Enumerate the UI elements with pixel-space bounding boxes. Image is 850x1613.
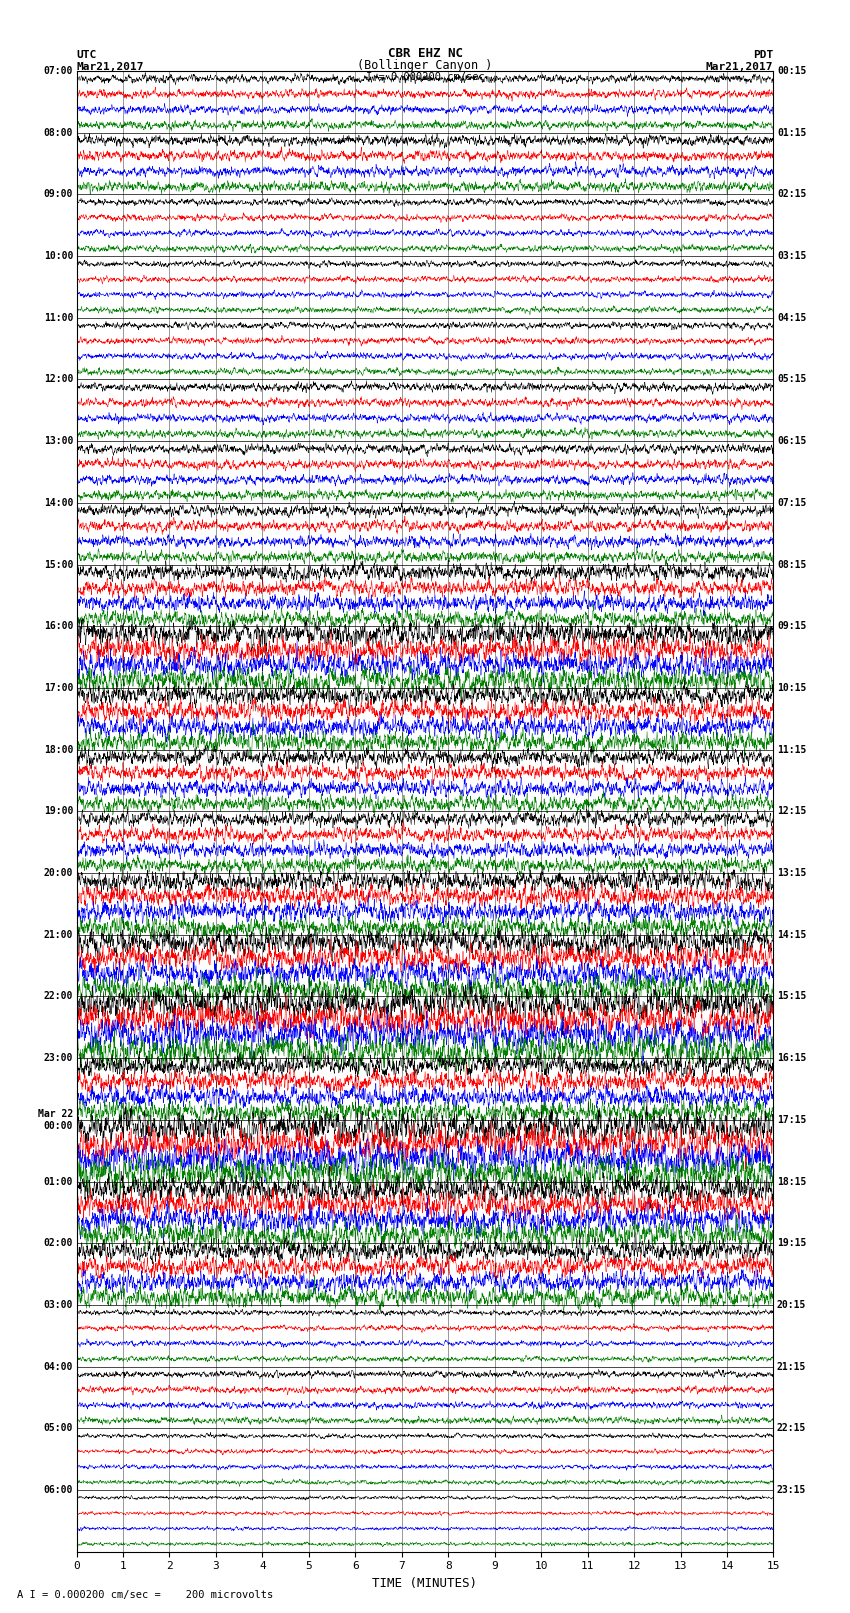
- Text: 18:15: 18:15: [777, 1176, 807, 1187]
- Text: 18:00: 18:00: [43, 745, 73, 755]
- Text: 23:15: 23:15: [777, 1486, 807, 1495]
- Text: 02:15: 02:15: [777, 189, 807, 200]
- Text: Mar21,2017: Mar21,2017: [76, 61, 144, 71]
- Text: 05:15: 05:15: [777, 374, 807, 384]
- Text: 01:15: 01:15: [777, 127, 807, 137]
- Text: (Bollinger Canyon ): (Bollinger Canyon ): [357, 58, 493, 71]
- Text: 11:15: 11:15: [777, 745, 807, 755]
- Text: 08:00: 08:00: [43, 127, 73, 137]
- Text: 04:15: 04:15: [777, 313, 807, 323]
- Text: 06:15: 06:15: [777, 436, 807, 447]
- Text: 14:00: 14:00: [43, 498, 73, 508]
- Text: 16:15: 16:15: [777, 1053, 807, 1063]
- Text: 20:00: 20:00: [43, 868, 73, 877]
- Text: 15:00: 15:00: [43, 560, 73, 569]
- Text: 06:00: 06:00: [43, 1486, 73, 1495]
- Text: 10:00: 10:00: [43, 252, 73, 261]
- Text: Mar21,2017: Mar21,2017: [706, 61, 774, 71]
- Text: 19:00: 19:00: [43, 806, 73, 816]
- Text: Mar 22
00:00: Mar 22 00:00: [37, 1110, 73, 1131]
- X-axis label: TIME (MINUTES): TIME (MINUTES): [372, 1578, 478, 1590]
- Text: 16:00: 16:00: [43, 621, 73, 631]
- Text: 13:15: 13:15: [777, 868, 807, 877]
- Text: 13:00: 13:00: [43, 436, 73, 447]
- Text: 08:15: 08:15: [777, 560, 807, 569]
- Text: 00:15: 00:15: [777, 66, 807, 76]
- Text: 09:00: 09:00: [43, 189, 73, 200]
- Text: 01:00: 01:00: [43, 1176, 73, 1187]
- Text: 21:00: 21:00: [43, 929, 73, 940]
- Text: 22:00: 22:00: [43, 992, 73, 1002]
- Text: A I = 0.000200 cm/sec =    200 microvolts: A I = 0.000200 cm/sec = 200 microvolts: [17, 1590, 273, 1600]
- Text: 09:15: 09:15: [777, 621, 807, 631]
- Text: 05:00: 05:00: [43, 1423, 73, 1434]
- Text: 02:00: 02:00: [43, 1239, 73, 1248]
- Text: 07:00: 07:00: [43, 66, 73, 76]
- Text: 23:00: 23:00: [43, 1053, 73, 1063]
- Text: 12:15: 12:15: [777, 806, 807, 816]
- Text: 04:00: 04:00: [43, 1361, 73, 1371]
- Text: I = 0.000200 cm/sec: I = 0.000200 cm/sec: [366, 73, 484, 82]
- Text: CBR EHZ NC: CBR EHZ NC: [388, 47, 462, 60]
- Text: 17:00: 17:00: [43, 682, 73, 694]
- Text: 17:15: 17:15: [777, 1115, 807, 1124]
- Text: 03:00: 03:00: [43, 1300, 73, 1310]
- Text: 20:15: 20:15: [777, 1300, 807, 1310]
- Text: 14:15: 14:15: [777, 929, 807, 940]
- Text: 21:15: 21:15: [777, 1361, 807, 1371]
- Text: 19:15: 19:15: [777, 1239, 807, 1248]
- Text: 10:15: 10:15: [777, 682, 807, 694]
- Text: 15:15: 15:15: [777, 992, 807, 1002]
- Text: 11:00: 11:00: [43, 313, 73, 323]
- Text: UTC: UTC: [76, 50, 97, 60]
- Text: 22:15: 22:15: [777, 1423, 807, 1434]
- Text: 07:15: 07:15: [777, 498, 807, 508]
- Text: 03:15: 03:15: [777, 252, 807, 261]
- Text: 12:00: 12:00: [43, 374, 73, 384]
- Text: PDT: PDT: [753, 50, 774, 60]
